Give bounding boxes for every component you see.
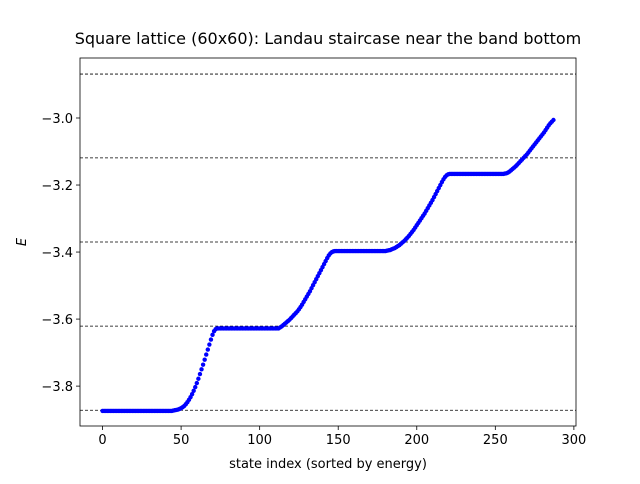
data-point xyxy=(200,362,206,367)
data-point xyxy=(196,376,201,381)
plot-frame xyxy=(79,57,577,427)
data-point xyxy=(551,117,556,123)
y-tick-label: −3.6 xyxy=(41,313,73,328)
x-tick-label: 150 xyxy=(326,433,351,448)
y-axis-label: E xyxy=(15,237,30,246)
y-tick-label: −3.4 xyxy=(41,246,73,261)
data-point xyxy=(199,367,204,372)
data-point xyxy=(210,332,215,338)
x-axis-label: state index (sorted by energy) xyxy=(229,457,427,472)
data-point xyxy=(207,342,212,347)
data-point xyxy=(191,388,196,394)
data-point xyxy=(202,357,207,362)
data-point xyxy=(197,371,203,377)
x-tick-label: 300 xyxy=(561,433,586,448)
x-tick-label: 50 xyxy=(173,433,190,448)
y-tick-label: −3.8 xyxy=(41,380,73,395)
data-point xyxy=(189,391,195,397)
data-point xyxy=(205,347,211,352)
x-tick-label: 100 xyxy=(247,433,272,448)
data-point xyxy=(204,352,209,357)
data-point xyxy=(194,380,200,386)
x-tick-label: 200 xyxy=(404,433,429,448)
x-tick-label: 250 xyxy=(483,433,508,448)
y-tick-label: −3.2 xyxy=(41,179,73,194)
data-point xyxy=(208,337,214,342)
x-tick-label: 0 xyxy=(98,433,106,448)
data-point xyxy=(193,384,198,390)
chart-title: Square lattice (60x60): Landau staircase… xyxy=(75,29,582,48)
y-tick-label: −3.0 xyxy=(41,112,73,127)
